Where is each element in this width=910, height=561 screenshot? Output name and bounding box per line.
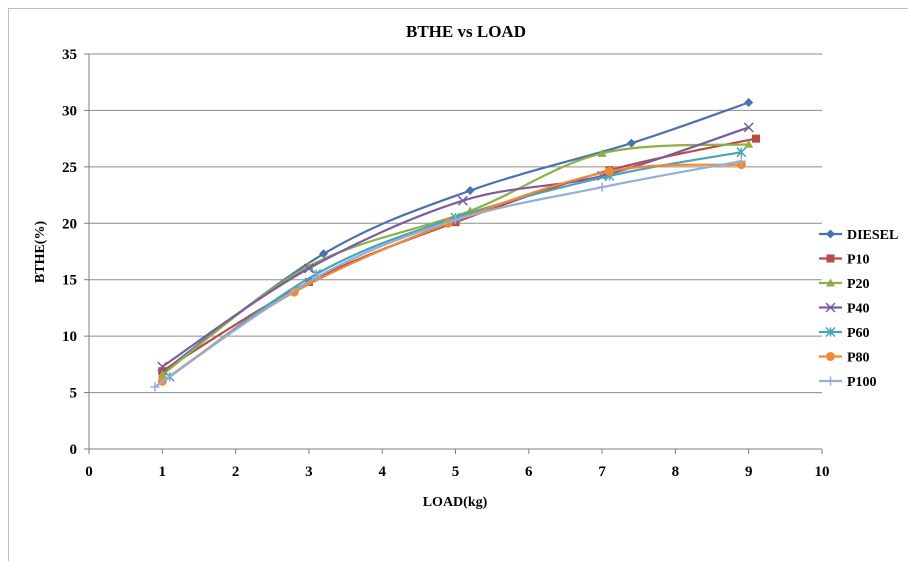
y-tick-label: 15 — [62, 273, 77, 289]
legend-item-p20: P20 — [819, 277, 870, 292]
data-point-p40 — [303, 263, 314, 274]
legend-label-p10: P10 — [847, 253, 870, 268]
data-point-p20 — [744, 139, 754, 148]
data-point-p100 — [311, 272, 321, 282]
x-tick-label: 9 — [745, 464, 753, 480]
chart-title: BTHE vs LOAD — [406, 22, 526, 41]
x-tick-label: 1 — [159, 464, 167, 480]
data-point-p10 — [752, 134, 761, 143]
series-p80 — [157, 160, 746, 386]
data-point-p80 — [604, 166, 614, 176]
legend-label-p20: P20 — [847, 277, 870, 292]
data-point-diesel — [465, 186, 475, 196]
series-line-diesel — [161, 101, 750, 374]
legend-label-diesel: DIESEL — [847, 228, 898, 243]
data-point-p40 — [457, 195, 468, 206]
x-tick-label: 5 — [452, 464, 460, 480]
legend-marker-p60 — [825, 326, 836, 338]
series-p10 — [158, 134, 761, 376]
y-tick-label: 35 — [62, 47, 77, 63]
data-point-p100 — [736, 156, 746, 166]
series-p60 — [164, 147, 747, 382]
series-p100 — [150, 156, 746, 392]
axes — [88, 54, 822, 450]
y-tick-label: 10 — [62, 329, 77, 345]
y-tick-label: 20 — [62, 216, 77, 232]
data-point-p40 — [743, 122, 754, 133]
legend-item-p10: P10 — [819, 253, 870, 268]
data-point-p20 — [157, 370, 167, 379]
data-point-p60 — [736, 147, 747, 158]
x-ticks: 0 1 2 3 4 5 6 7 8 9 10 — [85, 449, 830, 480]
legend-item-p80: P80 — [819, 351, 870, 366]
data-point-diesel — [744, 98, 754, 108]
x-tick-label: 3 — [305, 464, 313, 480]
legend-item-p100: P100 — [819, 375, 877, 390]
data-point-p20 — [597, 148, 607, 157]
legend-marker-p10 — [826, 254, 835, 263]
legend-label-p80: P80 — [847, 351, 870, 366]
x-tick-label: 0 — [85, 464, 93, 480]
legend-marker-p100 — [826, 376, 835, 386]
y-tick-label: 30 — [62, 103, 77, 119]
legend-item-p40: P40 — [819, 302, 870, 317]
series-line-p100 — [154, 160, 742, 388]
y-ticks: 0 5 10 15 20 25 30 35 — [62, 47, 89, 458]
chart-frame — [8, 8, 908, 561]
x-tick-label: 2 — [232, 464, 240, 480]
series-line-p40 — [161, 126, 750, 368]
series-group — [150, 98, 761, 392]
data-point-diesel — [319, 249, 329, 259]
legend-item-p60: P60 — [819, 326, 870, 341]
series-line-p20 — [161, 143, 749, 376]
data-point-diesel — [626, 138, 636, 148]
x-tick-label: 7 — [598, 464, 606, 480]
series-line-p60 — [168, 151, 742, 378]
y-tick-label: 0 — [70, 442, 78, 458]
legend-label-p100: P100 — [847, 375, 877, 390]
data-point-p40 — [157, 361, 168, 372]
legend: DIESEL P10 P20 P40 P60 P80 P100 — [819, 228, 898, 390]
legend-marker-p80 — [826, 352, 835, 361]
y-tick-label: 25 — [62, 160, 77, 176]
y-axis-label: BTHE(%) — [33, 221, 48, 284]
legend-label-p60: P60 — [847, 326, 870, 341]
legend-label-p40: P40 — [847, 302, 870, 317]
x-axis-label: LOAD(kg) — [423, 495, 488, 510]
legend-marker-diesel — [826, 229, 835, 239]
x-tick-label: 4 — [378, 464, 386, 480]
x-tick-label: 8 — [672, 464, 680, 480]
x-tick-label: 6 — [525, 464, 533, 480]
legend-item-diesel: DIESEL — [819, 228, 898, 243]
data-point-p100 — [597, 182, 607, 192]
x-tick-label: 10 — [815, 464, 830, 480]
series-diesel — [157, 98, 754, 377]
y-tick-label: 5 — [70, 386, 78, 402]
legend-marker-p40 — [825, 302, 836, 313]
legend-marker-p20 — [826, 278, 835, 287]
series-p40 — [157, 122, 754, 372]
data-point-p100 — [150, 382, 160, 392]
data-point-p100 — [451, 215, 460, 225]
